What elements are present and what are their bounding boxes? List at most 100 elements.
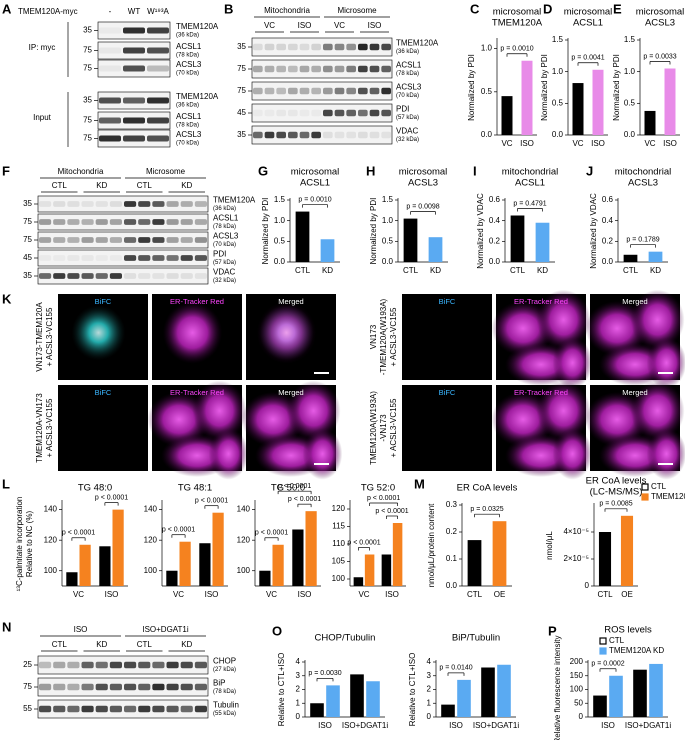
blot-band (124, 255, 137, 261)
y-tick-label: 0.4 (489, 216, 501, 225)
chart-title: TG 48:0 (78, 483, 112, 494)
band-size: (70 kDa) (176, 71, 199, 77)
legend-swatch (599, 637, 607, 645)
y-tick-label: 100 (570, 685, 584, 694)
y-tick-label: 0.6 (489, 195, 501, 204)
signal (552, 428, 593, 480)
band-name: PDI (396, 105, 409, 114)
y-tick-label: 0.5 (624, 98, 636, 107)
bar (598, 532, 612, 586)
bar (535, 222, 550, 262)
blot-band (152, 255, 165, 261)
y-tick-label: 1 (296, 698, 301, 707)
band-name: TMEM120A (396, 39, 439, 48)
micrograph-content (147, 380, 249, 480)
bar (350, 674, 364, 717)
y-tick-label: 0.6 (602, 195, 614, 204)
band-size: (57 kDa) (396, 115, 419, 121)
fraction-label: Mitochondria (58, 167, 104, 176)
blot-band (323, 65, 333, 73)
x-tick-label: ISO (520, 139, 534, 148)
blot-band (67, 661, 80, 669)
blot-band (109, 705, 122, 713)
panel-letter: A (2, 1, 12, 16)
y-tick-label: 0.0 (382, 257, 394, 266)
y-tick-label: 1.0 (481, 44, 493, 53)
fraction-label: Microsome (146, 167, 186, 176)
chart-title: microsomal (291, 167, 340, 178)
y-tick-label: 4 (296, 657, 301, 666)
micrograph-content (256, 301, 317, 364)
band-size: (70 kDa) (396, 93, 419, 99)
blot-band (299, 131, 310, 139)
chart-title: TMEM120A (492, 18, 543, 29)
bar (259, 570, 271, 586)
blot-band (311, 131, 321, 139)
group-label: Input (33, 113, 52, 122)
blot-band (39, 683, 52, 691)
marker-label: 75 (83, 64, 92, 73)
condition-label: VC (264, 21, 275, 30)
blot-band (147, 135, 169, 142)
x-tick-label: CTL (295, 266, 311, 275)
blot-band (147, 97, 169, 104)
blot-band (81, 705, 94, 713)
bar (623, 254, 638, 262)
x-tick-label: ISO+DGAT1i (625, 721, 672, 730)
blot-band (194, 683, 207, 691)
signal (646, 428, 685, 480)
blot-band (194, 201, 207, 207)
x-tick-label: VC (266, 590, 277, 599)
channel-label: ER-Tracker Red (514, 297, 568, 306)
bar (79, 544, 91, 586)
bar (633, 669, 647, 717)
p-value: p < 0.0001 (255, 530, 288, 537)
blot-band (334, 87, 345, 95)
bar (326, 685, 340, 717)
marker-label: 35 (23, 271, 32, 280)
signal (630, 380, 685, 441)
marker-label: 35 (237, 42, 246, 51)
band-name: PDI (213, 250, 226, 259)
blot-band (264, 109, 275, 117)
blot-band (180, 273, 193, 279)
chart-title: mitochondrial (502, 167, 559, 178)
lane-label: WT (128, 7, 141, 16)
y-axis-label: Normalized by PDI (540, 54, 549, 121)
y-tick-label: 0.0 (552, 130, 564, 139)
blot-band (81, 201, 94, 207)
blot-band (99, 27, 121, 34)
blot-band (95, 705, 108, 713)
blot-band (311, 65, 321, 73)
bar (381, 554, 392, 586)
y-tick-label: 0 (579, 712, 584, 721)
y-tick-label: 0.2 (602, 236, 614, 245)
y-tick-label: 0.2 (489, 236, 501, 245)
marker-label: 75 (23, 217, 32, 226)
y-tick-label: 0.5 (382, 236, 394, 245)
blot-band (152, 661, 165, 669)
condition-label: ISO (368, 21, 382, 30)
blot-band (124, 201, 137, 207)
y-tick-label: 150 (570, 671, 584, 680)
blot-band (323, 109, 333, 117)
blot-band (53, 661, 66, 669)
panel-letter: L (2, 476, 10, 491)
band-name: ACSL3 (176, 60, 202, 69)
micrograph (402, 385, 492, 471)
channel-label: Merged (278, 388, 303, 397)
condition-label: CTL (137, 181, 153, 190)
blot-band (358, 131, 368, 139)
band-size: (36 kDa) (396, 49, 419, 55)
band-size: (78 kDa) (176, 123, 199, 129)
micrograph (58, 385, 148, 471)
blot-band (369, 43, 380, 51)
panel-letter: M (414, 476, 425, 491)
y-axis-label: nmol/μL (545, 531, 554, 560)
y-tick-label: 0.3 (446, 500, 458, 509)
p-value: p = 0.4791 (513, 200, 546, 207)
blot-band (109, 201, 122, 207)
blot-band (99, 97, 121, 104)
blot-band (180, 219, 193, 225)
marker-label: 25 (23, 660, 32, 669)
